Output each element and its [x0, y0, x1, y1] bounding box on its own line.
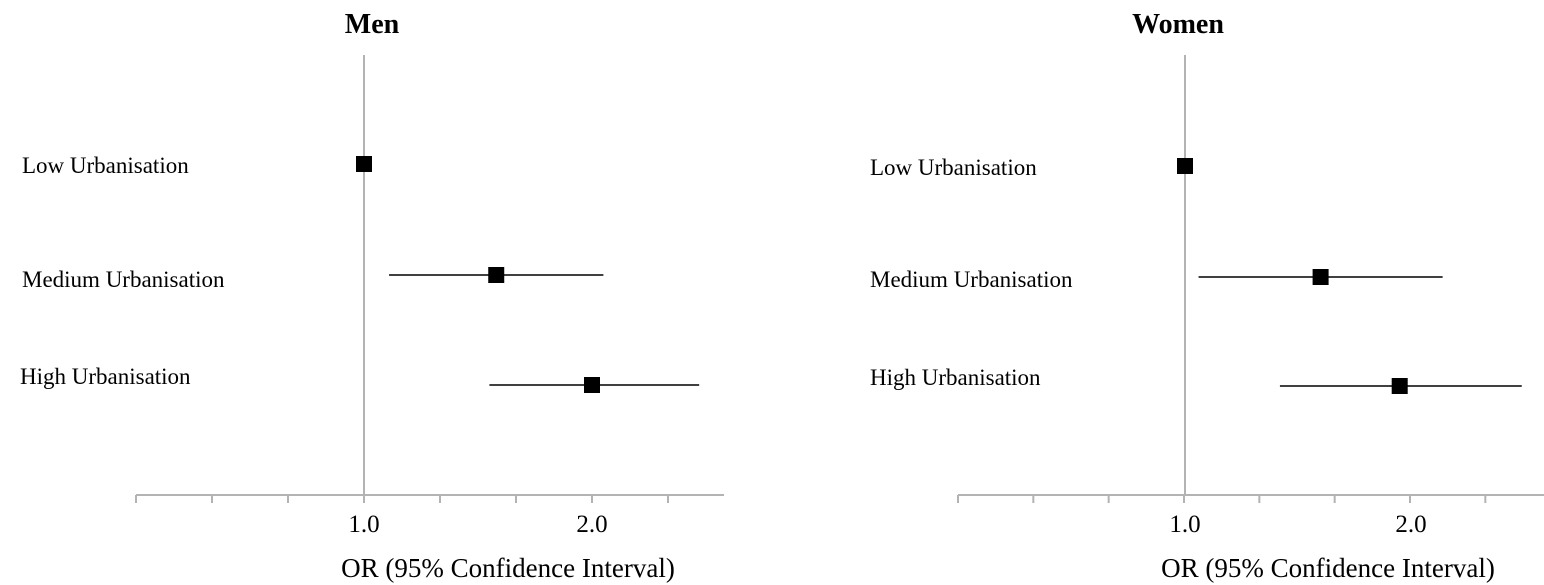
- row-label: Medium Urbanisation: [870, 267, 1073, 292]
- row-label: Medium Urbanisation: [22, 267, 225, 292]
- x-tick-label: 1.0: [348, 511, 379, 538]
- forest-panel-women: Women 1.0 2.0 OR (95% Confidence Interval) L…: [870, 9, 1544, 583]
- odds-ratio-marker: [488, 267, 505, 283]
- odds-ratio-marker: [356, 156, 372, 172]
- forest-panel-men: Men 1.0 2.0 OR (95% Confidence Interval) Low…: [20, 9, 724, 583]
- panel-title: Men: [345, 9, 400, 40]
- odds-ratio-marker: [1391, 378, 1408, 394]
- row-label: Low Urbanisation: [870, 155, 1037, 180]
- x-tick-label: 1.0: [1169, 511, 1200, 538]
- odds-ratio-marker: [1177, 158, 1193, 174]
- x-tick-label: 2.0: [1395, 511, 1426, 538]
- x-axis-title: OR (95% Confidence Interval): [341, 553, 675, 583]
- odds-ratio-marker: [1312, 269, 1329, 285]
- row-label: High Urbanisation: [870, 365, 1041, 390]
- panel-title: Women: [1132, 9, 1224, 40]
- x-tick-label: 2.0: [576, 511, 607, 538]
- row-label: High Urbanisation: [20, 364, 191, 389]
- odds-ratio-marker: [584, 377, 600, 393]
- row-label: Low Urbanisation: [22, 153, 189, 178]
- x-axis-title: OR (95% Confidence Interval): [1161, 553, 1495, 583]
